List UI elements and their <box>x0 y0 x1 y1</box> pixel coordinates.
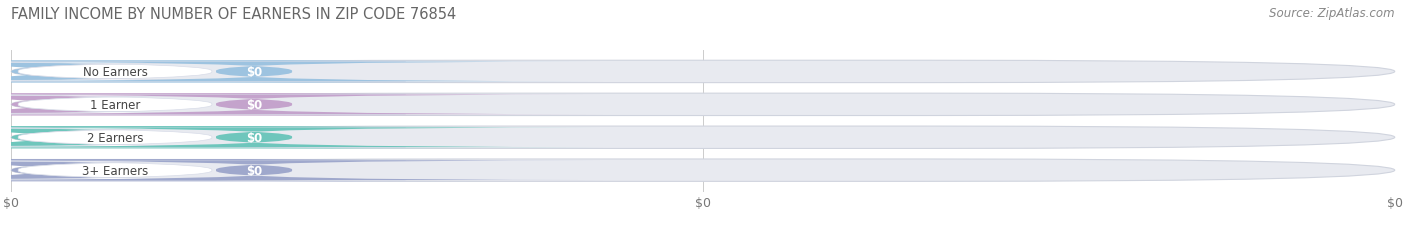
FancyBboxPatch shape <box>0 128 405 147</box>
FancyBboxPatch shape <box>0 62 603 82</box>
FancyBboxPatch shape <box>0 161 603 180</box>
Text: $0: $0 <box>246 66 262 79</box>
Text: 1 Earner: 1 Earner <box>90 98 141 111</box>
FancyBboxPatch shape <box>11 159 1395 182</box>
Text: Source: ZipAtlas.com: Source: ZipAtlas.com <box>1270 7 1395 20</box>
Text: $0: $0 <box>246 98 262 111</box>
FancyBboxPatch shape <box>0 161 405 180</box>
FancyBboxPatch shape <box>0 95 405 115</box>
FancyBboxPatch shape <box>11 94 1395 116</box>
Text: 2 Earners: 2 Earners <box>87 131 143 144</box>
FancyBboxPatch shape <box>0 95 603 115</box>
Text: $0: $0 <box>246 131 262 144</box>
Text: No Earners: No Earners <box>83 66 148 79</box>
FancyBboxPatch shape <box>0 159 482 182</box>
FancyBboxPatch shape <box>0 127 482 149</box>
Text: $0: $0 <box>246 164 262 177</box>
FancyBboxPatch shape <box>11 127 1395 149</box>
Text: 3+ Earners: 3+ Earners <box>82 164 148 177</box>
FancyBboxPatch shape <box>0 61 482 83</box>
Text: FAMILY INCOME BY NUMBER OF EARNERS IN ZIP CODE 76854: FAMILY INCOME BY NUMBER OF EARNERS IN ZI… <box>11 7 457 22</box>
FancyBboxPatch shape <box>0 128 603 147</box>
FancyBboxPatch shape <box>11 61 1395 83</box>
FancyBboxPatch shape <box>0 62 405 82</box>
FancyBboxPatch shape <box>0 94 482 116</box>
